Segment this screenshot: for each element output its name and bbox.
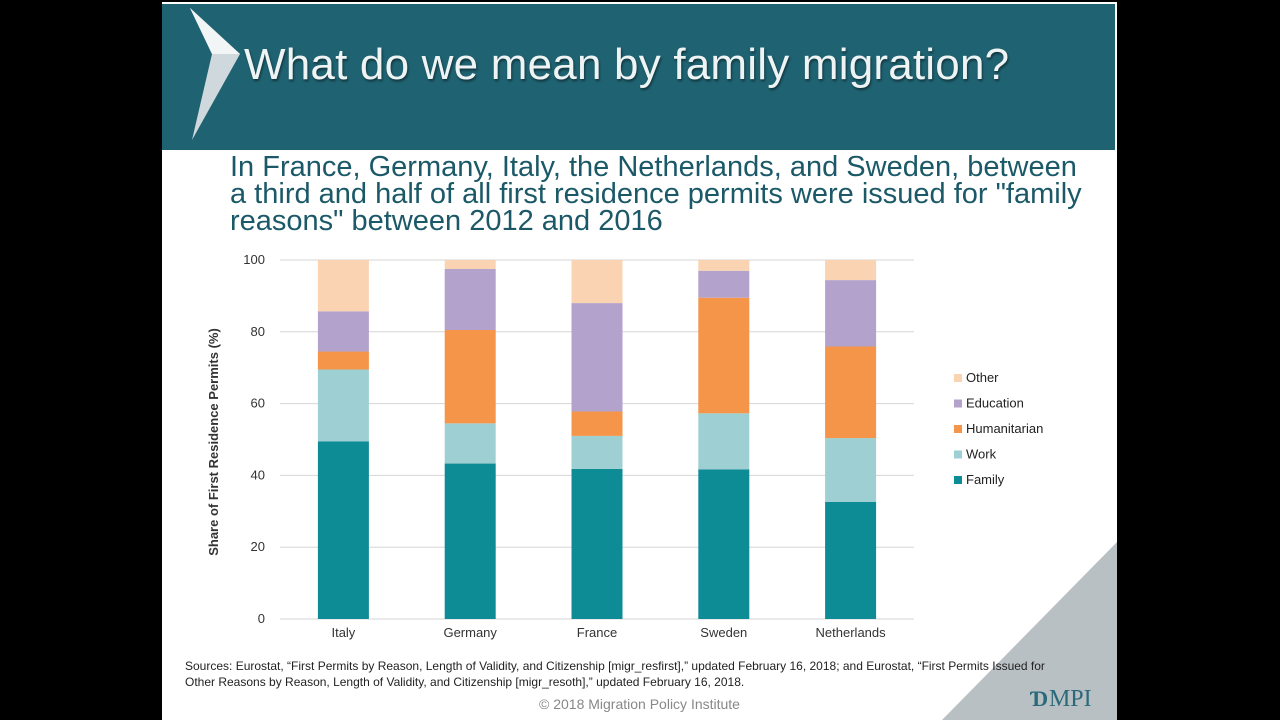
y-tick-label: 20 xyxy=(251,539,265,554)
title-bar: What do we mean by family migration? xyxy=(162,4,1115,150)
bar-segment xyxy=(825,501,877,619)
y-tick-label: 80 xyxy=(251,324,265,339)
bar-segment xyxy=(698,260,750,271)
legend-swatch xyxy=(954,450,962,459)
bar-segment xyxy=(571,435,623,469)
bar-segment xyxy=(571,468,623,619)
x-tick-label: Netherlands xyxy=(816,625,887,640)
x-tick-label: France xyxy=(577,625,617,640)
y-tick-label: 0 xyxy=(258,611,265,626)
bar-segment xyxy=(571,411,623,436)
headline: In France, Germany, Italy, the Netherlan… xyxy=(230,151,1082,237)
bar-segment xyxy=(825,280,877,347)
mpi-logo-mark: Ɗ xyxy=(1030,686,1048,711)
x-tick-label: Germany xyxy=(443,625,497,640)
bars xyxy=(317,260,877,619)
bar-segment xyxy=(698,469,750,619)
x-tick-labels: Italy Germany France Sweden Netherlands xyxy=(331,625,886,640)
y-axis-label: Share of First Residence Permits (%) xyxy=(206,328,221,556)
bar-segment xyxy=(571,303,623,412)
bar-segment xyxy=(444,423,496,464)
decorative-triangle xyxy=(942,542,1117,720)
copyright: © 2018 Migration Policy Institute xyxy=(539,696,740,712)
bar-segment xyxy=(825,346,877,439)
bar-segment xyxy=(317,260,369,312)
y-tick-label: 100 xyxy=(243,252,265,267)
bar-segment xyxy=(317,369,369,442)
x-tick-label: Italy xyxy=(331,625,355,640)
legend: Other Education Humanitarian Work Family xyxy=(954,370,1043,487)
chevron-arrow-icon xyxy=(190,8,240,140)
slide: What do we mean by family migration? In … xyxy=(162,2,1117,720)
bar-segment xyxy=(571,260,623,304)
bar-segment xyxy=(317,311,369,352)
legend-label: Family xyxy=(966,472,1005,487)
stacked-bar-chart: 0 20 40 60 80 100 Italy Germany France Sweden Net… xyxy=(206,252,1043,640)
legend-label: Humanitarian xyxy=(966,421,1043,436)
legend-label: Work xyxy=(966,447,997,462)
legend-swatch xyxy=(954,476,962,484)
slide-title: What do we mean by family migration? xyxy=(244,40,1010,89)
legend-swatch xyxy=(954,425,962,433)
mpi-logo: Ɗ MPI xyxy=(1030,686,1092,712)
bar-segment xyxy=(698,270,750,298)
bar-segment xyxy=(825,438,877,502)
bar-segment xyxy=(317,441,369,619)
bar-segment xyxy=(317,351,369,370)
legend-swatch xyxy=(954,374,962,382)
bar-segment xyxy=(698,413,750,470)
y-tick-label: 60 xyxy=(251,396,265,411)
bar-segment xyxy=(698,297,750,414)
y-tick-label: 40 xyxy=(251,467,265,482)
legend-label: Education xyxy=(966,396,1024,411)
bar-segment xyxy=(444,463,496,619)
y-tick-labels: 0 20 40 60 80 100 xyxy=(243,252,265,626)
x-tick-label: Sweden xyxy=(700,625,747,640)
bar-segment xyxy=(444,268,496,331)
mpi-logo-text: MPI xyxy=(1048,685,1092,712)
bar-segment xyxy=(444,330,496,424)
sources-note: Sources: Eurostat, “First Permits by Rea… xyxy=(185,659,1045,689)
bar-segment xyxy=(825,260,877,281)
legend-label: Other xyxy=(966,370,999,385)
legend-swatch xyxy=(954,399,962,408)
bar-segment xyxy=(444,260,496,269)
